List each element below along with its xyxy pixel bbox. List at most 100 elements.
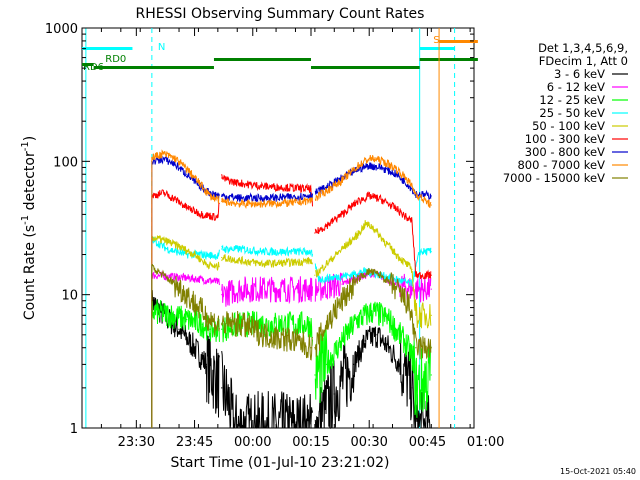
series-point	[310, 347, 312, 349]
series-point	[395, 173, 397, 175]
series-point	[205, 263, 207, 265]
y-tick-label: 1	[70, 422, 78, 437]
legend-label: 3 - 6 keV	[554, 67, 605, 81]
series-8	[151, 149, 432, 428]
series-point	[294, 187, 297, 189]
series-point	[294, 202, 297, 204]
series-trace	[151, 149, 432, 209]
series-point	[186, 206, 188, 209]
y-axis-label: Count Rate (s-1 detector-1)	[20, 136, 38, 320]
series-point	[263, 203, 266, 205]
series-point	[294, 196, 297, 198]
series-point	[263, 251, 266, 253]
series-layer	[151, 149, 432, 429]
legend-label: 800 - 7000 keV	[517, 158, 605, 172]
series-point	[240, 203, 242, 205]
series-point	[263, 263, 266, 265]
x-tick-label: 00:30	[350, 435, 387, 450]
series-point	[325, 363, 328, 365]
series-point	[178, 276, 180, 278]
series-point	[368, 157, 370, 160]
series-point	[356, 165, 359, 167]
series-point	[407, 179, 409, 181]
series-point	[310, 323, 312, 325]
series-point	[341, 213, 343, 215]
series-point	[166, 241, 168, 243]
series-point	[325, 224, 328, 227]
series-point	[201, 278, 203, 281]
saa-bar	[439, 40, 478, 43]
series-point	[209, 328, 211, 330]
series-point	[411, 354, 413, 357]
series-point	[221, 256, 223, 259]
y-axis-label-main: Count Rate (s	[22, 225, 38, 320]
series-point	[221, 177, 223, 179]
series-point	[217, 216, 219, 218]
series-point	[411, 185, 413, 187]
series-point	[372, 226, 374, 228]
series-point	[240, 323, 242, 325]
series-point	[395, 253, 397, 256]
series-point	[294, 261, 297, 263]
series-point	[263, 197, 266, 199]
series-point	[310, 199, 312, 201]
series-point	[388, 319, 390, 321]
series-point	[314, 374, 316, 376]
series-point	[217, 266, 219, 269]
series-point	[174, 283, 176, 285]
series-point	[407, 218, 409, 220]
series-point	[407, 303, 409, 305]
series-point	[341, 248, 343, 250]
series-point	[240, 248, 242, 250]
series-point	[240, 260, 242, 262]
series-point	[430, 204, 432, 206]
series-point	[411, 268, 413, 270]
series-trace	[151, 263, 432, 361]
series-point	[384, 241, 386, 243]
series-point	[325, 323, 328, 325]
series-point	[178, 245, 180, 248]
series-point	[356, 319, 359, 321]
series-point	[197, 184, 200, 186]
series-point	[186, 294, 188, 296]
series-point	[411, 188, 413, 190]
y-axis-label-tail: detector	[22, 151, 38, 215]
saa-label: S	[433, 35, 439, 46]
series-point	[364, 223, 366, 225]
series-point	[356, 278, 359, 281]
series-point	[349, 274, 351, 276]
series-point	[310, 188, 312, 190]
series-point	[232, 181, 234, 183]
night-label: N	[158, 42, 165, 53]
timestamp: 15-Oct-2021 05:40	[560, 467, 636, 476]
x-tick-label: 01:00	[467, 435, 504, 450]
series-point	[166, 248, 168, 250]
series-point	[201, 253, 203, 256]
series-point	[209, 319, 211, 321]
series-point	[205, 363, 207, 365]
series-point	[395, 288, 397, 290]
series-point	[415, 427, 417, 429]
series-point	[419, 251, 421, 253]
x-axis-label: Start Time (01-Jul-10 23:21:02)	[170, 455, 389, 471]
series-trace	[151, 220, 432, 329]
series-point	[162, 158, 165, 160]
series-point	[415, 193, 417, 195]
series-point	[430, 288, 432, 290]
decimation-bar	[419, 58, 478, 61]
series-point	[364, 270, 366, 272]
x-tick-label: 00:15	[292, 435, 329, 450]
plot-frame	[81, 27, 475, 429]
series-point	[411, 288, 413, 290]
series-point	[279, 186, 281, 188]
series-point	[430, 195, 432, 197]
series-point	[395, 278, 397, 281]
series-point	[197, 181, 200, 183]
series-point	[221, 200, 223, 203]
series-point	[341, 283, 343, 285]
series-point	[341, 179, 343, 181]
series-point	[380, 166, 382, 169]
x-tick-label: 00:45	[409, 435, 446, 450]
series-point	[221, 323, 223, 325]
